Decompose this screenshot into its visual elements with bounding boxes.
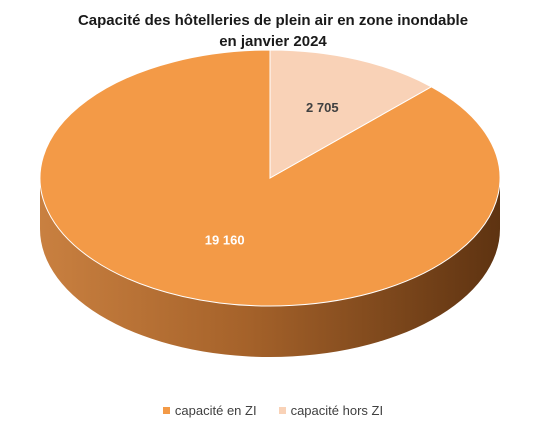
- legend-item-capacite-en-zi: capacité en ZI: [162, 403, 257, 418]
- data-label-capacite-hors-zi: 2 705: [306, 100, 339, 115]
- legend-swatch-capacite-en-zi: [162, 407, 170, 414]
- legend: capacité en ZI capacité hors ZI: [0, 403, 546, 418]
- legend-swatch-capacite-hors-zi: [278, 407, 286, 414]
- legend-item-capacite-hors-zi: capacité hors ZI: [278, 403, 384, 418]
- chart-title: Capacité des hôtelleries de plein air en…: [0, 10, 546, 52]
- slice-capacite-hors-zi: [269, 49, 433, 179]
- pie-side-wall: [40, 178, 500, 357]
- legend-label-capacite-en-zi: capacité en ZI: [174, 403, 257, 418]
- chart-title-line-1: Capacité des hôtelleries de plein air en…: [77, 12, 469, 29]
- chart-title-line-2: en janvier 2024: [219, 33, 327, 50]
- data-label-capacite-en-zi: 19 160: [205, 233, 245, 248]
- legend-label-capacite-hors-zi: capacité hors ZI: [290, 403, 384, 418]
